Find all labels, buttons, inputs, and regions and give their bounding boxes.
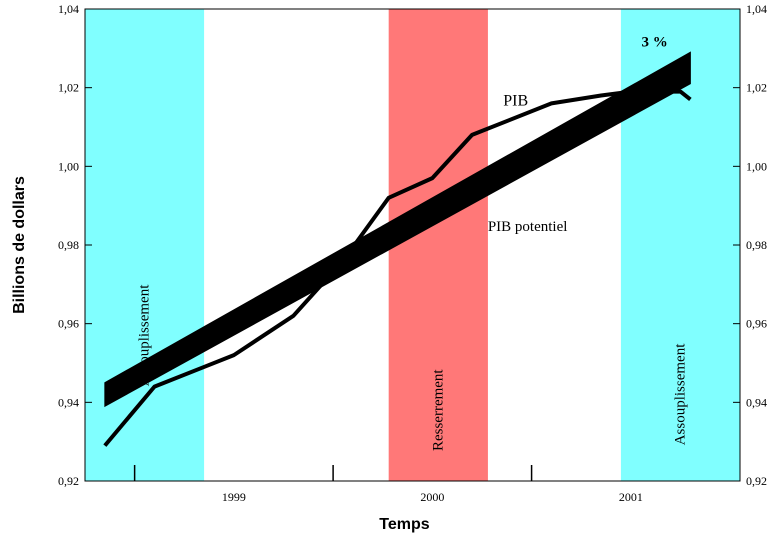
y-tick-label-right: 1,00	[746, 159, 767, 173]
y-tick-label-left: 1,00	[58, 159, 79, 173]
series-label-pib-potentiel: PIB potentiel	[488, 219, 568, 235]
y-tick-label-left: 1,04	[58, 2, 79, 16]
x-tick-label: 2001	[619, 490, 643, 504]
y-tick-label-right: 0,98	[746, 238, 767, 252]
series-pib-line	[103, 89, 692, 447]
y-tick-label-right: 0,96	[746, 317, 767, 331]
policy-band-1	[85, 9, 205, 481]
y-tick-label-right: 0,92	[746, 474, 767, 488]
policy-band-2	[388, 9, 488, 481]
y-tick-label-right: 1,02	[746, 81, 767, 95]
annotation-growth-rate: 3 %	[642, 34, 668, 50]
band-label: Resserrement	[430, 369, 446, 451]
y-tick-label-right: 1,04	[746, 2, 767, 16]
y-tick-label-left: 0,92	[58, 474, 79, 488]
x-axis-title: Temps	[379, 516, 429, 533]
y-tick-label-left: 0,98	[58, 238, 79, 252]
y-tick-label-left: 1,02	[58, 81, 79, 95]
series-pib-potentiel-band	[104, 51, 691, 408]
x-tick-label: 1999	[222, 490, 246, 504]
x-tick-label: 2000	[420, 490, 444, 504]
band-label: Assouplissement	[672, 343, 688, 446]
y-tick-label-left: 0,96	[58, 317, 79, 331]
y-axis-title: Billions de dollars	[11, 176, 28, 314]
y-tick-label-right: 0,94	[746, 395, 767, 409]
y-tick-label-left: 0,94	[58, 395, 79, 409]
series-label-pib: PIB	[503, 92, 528, 109]
